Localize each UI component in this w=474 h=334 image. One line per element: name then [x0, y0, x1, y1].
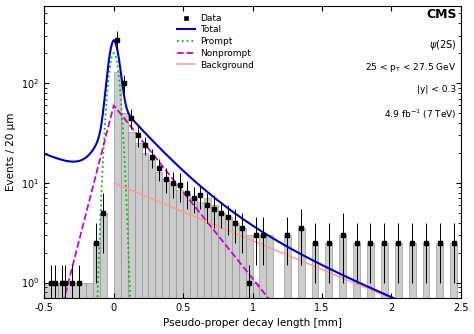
X-axis label: Pseudo-proper decay length [mm]: Pseudo-proper decay length [mm]: [163, 318, 342, 328]
Text: $\psi$(2S): $\psi$(2S): [429, 38, 456, 52]
Text: 25 < p$_{\rm T}$ < 27.5 GeV: 25 < p$_{\rm T}$ < 27.5 GeV: [365, 61, 456, 74]
Bar: [45, 283, 51, 298]
Bar: [148, 160, 155, 298]
Bar: [100, 213, 107, 298]
Bar: [339, 235, 346, 298]
Bar: [298, 228, 305, 298]
Bar: [409, 243, 416, 298]
Bar: [353, 243, 360, 298]
Bar: [253, 283, 259, 298]
Bar: [238, 228, 246, 298]
Bar: [284, 235, 291, 298]
Bar: [51, 283, 58, 298]
Bar: [135, 143, 142, 298]
Bar: [58, 283, 65, 298]
Bar: [437, 243, 443, 298]
Bar: [381, 243, 388, 298]
Y-axis label: Events / 20 μm: Events / 20 μm: [6, 113, 16, 191]
Bar: [204, 198, 211, 298]
Legend: Data, Total, Prompt, Nonprompt, Background: Data, Total, Prompt, Nonprompt, Backgrou…: [174, 10, 257, 73]
Bar: [218, 213, 225, 298]
Bar: [367, 243, 374, 298]
Bar: [93, 243, 100, 298]
Bar: [72, 283, 79, 298]
Bar: [183, 192, 190, 298]
Bar: [259, 235, 266, 298]
Bar: [232, 222, 238, 298]
Bar: [155, 171, 162, 298]
Bar: [311, 243, 319, 298]
Text: |y| < 0.3: |y| < 0.3: [418, 85, 456, 94]
Bar: [225, 217, 232, 298]
Bar: [450, 243, 457, 298]
Bar: [211, 205, 218, 298]
Bar: [246, 235, 253, 298]
Bar: [169, 183, 176, 298]
Bar: [142, 153, 148, 298]
Text: CMS: CMS: [426, 8, 456, 21]
Bar: [197, 201, 204, 298]
Bar: [121, 113, 128, 298]
Bar: [162, 179, 169, 298]
Bar: [176, 190, 183, 298]
Bar: [114, 72, 121, 298]
Text: 4.9 fb$^{-1}$ (7 TeV): 4.9 fb$^{-1}$ (7 TeV): [384, 108, 456, 121]
Bar: [65, 283, 72, 298]
Bar: [79, 283, 86, 298]
Bar: [128, 133, 135, 298]
Bar: [422, 243, 429, 298]
Bar: [190, 198, 197, 298]
Bar: [86, 283, 93, 298]
Bar: [325, 243, 332, 298]
Bar: [266, 235, 273, 298]
Bar: [395, 243, 402, 298]
